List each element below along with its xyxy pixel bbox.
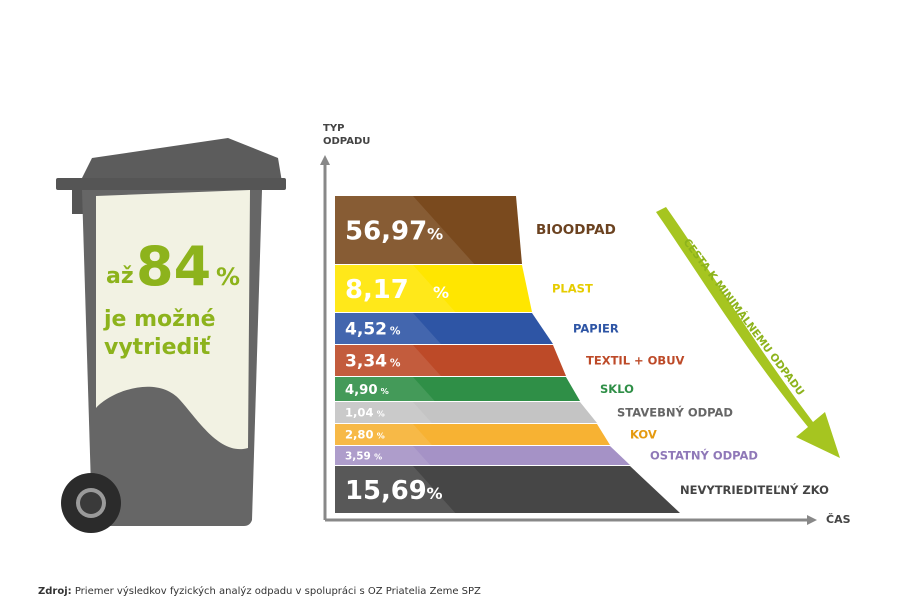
- bar-nevytriedtelny-zko: [335, 466, 680, 513]
- source-note: Zdroj: Priemer výsledkov fyzických analý…: [38, 585, 481, 597]
- bar-highlight-ostatny-odpad: [335, 446, 431, 465]
- bin-lid-rim: [56, 178, 286, 190]
- category-label-stavebny-odpad: STAVEBNÝ ODPAD: [617, 405, 733, 420]
- category-label-nevytriedtelny-zko: NEVYTRIEDITEĽNÝ ZKO: [680, 482, 829, 497]
- waste-bars: 56,97% BIOODPAD 8,17% PLAST 4,52% PAPIER 3,34%…: [335, 196, 829, 513]
- bar-highlight-stavebny-odpad: [335, 402, 432, 423]
- bin-number: 84: [136, 235, 211, 298]
- trend-arrow: CESTA K MINIMÁLNEMU ODPADU: [656, 207, 840, 458]
- bar-highlight-papier: [335, 313, 441, 344]
- bin-text: až 84 % je možné vytriediť: [103, 235, 240, 360]
- y-axis-label-line2: ODPADU: [323, 136, 370, 147]
- percent-sign-textil-obuv: %: [390, 358, 401, 370]
- percent-sign-plast: %: [433, 283, 449, 302]
- category-label-textil-obuv: TEXTIL + OBUV: [586, 354, 685, 368]
- percent-sign-sklo: %: [381, 386, 389, 396]
- bar-kov: [335, 424, 610, 445]
- category-label-plast: PLAST: [552, 282, 593, 296]
- bar-textil-obuv: [335, 345, 566, 376]
- source-text: Priemer výsledkov fyzických analýz odpad…: [75, 585, 481, 597]
- bin-lid-top: [80, 138, 282, 182]
- value-label-sklo: 4,90: [345, 383, 378, 398]
- category-label-ostatny-odpad: OSTATNÝ ODPAD: [650, 448, 758, 463]
- category-label-papier: PAPIER: [573, 322, 619, 336]
- category-label-bioodpad: BIOODPAD: [536, 222, 616, 238]
- percent-sign-bioodpad: %: [427, 224, 443, 243]
- value-label-textil-obuv: 3,34: [345, 352, 387, 372]
- bar-plast: [335, 265, 532, 312]
- bin-panel: [96, 190, 250, 450]
- y-axis-label-line1: TYP: [323, 123, 344, 134]
- bar-sklo: [335, 377, 580, 401]
- value-label-papier: 4,52: [345, 320, 387, 340]
- percent-sign-nevytriedtelny-zko: %: [427, 484, 443, 503]
- value-label-bioodpad: 56,97: [345, 216, 427, 246]
- x-axis-label: ČAS: [826, 513, 851, 526]
- waste-bin-illustration: [56, 138, 286, 533]
- value-label-plast: 8,17: [345, 275, 409, 305]
- category-label-kov: KOV: [630, 428, 657, 442]
- source-prefix: Zdroj:: [38, 586, 72, 597]
- bar-ostatny-odpad: [335, 446, 630, 465]
- bar-highlight-bioodpad: [335, 196, 475, 264]
- bar-highlight-kov: [335, 424, 432, 445]
- value-label-stavebny-odpad: 1,04: [345, 406, 374, 420]
- value-label-nevytriedtelny-zko: 15,69: [345, 476, 427, 506]
- bin-prefix: až: [106, 264, 134, 289]
- bar-highlight-nevytriedtelny-zko: [335, 466, 456, 513]
- axes: TYP ODPADU ČAS: [320, 123, 851, 526]
- bar-papier: [335, 313, 553, 344]
- bar-highlight-sklo: [335, 377, 435, 401]
- percent-sign-kov: %: [377, 432, 385, 441]
- value-label-ostatny-odpad: 3,59: [345, 450, 371, 462]
- bar-highlight-textil-obuv: [335, 345, 441, 376]
- bin-unit: %: [216, 263, 240, 291]
- bin-wheel-center: [80, 492, 102, 514]
- bar-highlight-plast: [335, 265, 456, 312]
- trend-arrow-label: CESTA K MINIMÁLNEMU ODPADU: [681, 236, 808, 398]
- bin-line3: vytriediť: [104, 335, 212, 360]
- trend-arrow-shape: [656, 207, 840, 458]
- bin-line2: je možné: [103, 307, 216, 332]
- bar-bioodpad: [335, 196, 522, 264]
- category-label-sklo: SKLO: [600, 382, 634, 396]
- bar-stavebny-odpad: [335, 402, 597, 423]
- percent-sign-papier: %: [390, 326, 401, 338]
- value-label-kov: 2,80: [345, 428, 374, 442]
- percent-sign-stavebny-odpad: %: [377, 410, 385, 419]
- percent-sign-ostatny-odpad: %: [374, 452, 382, 461]
